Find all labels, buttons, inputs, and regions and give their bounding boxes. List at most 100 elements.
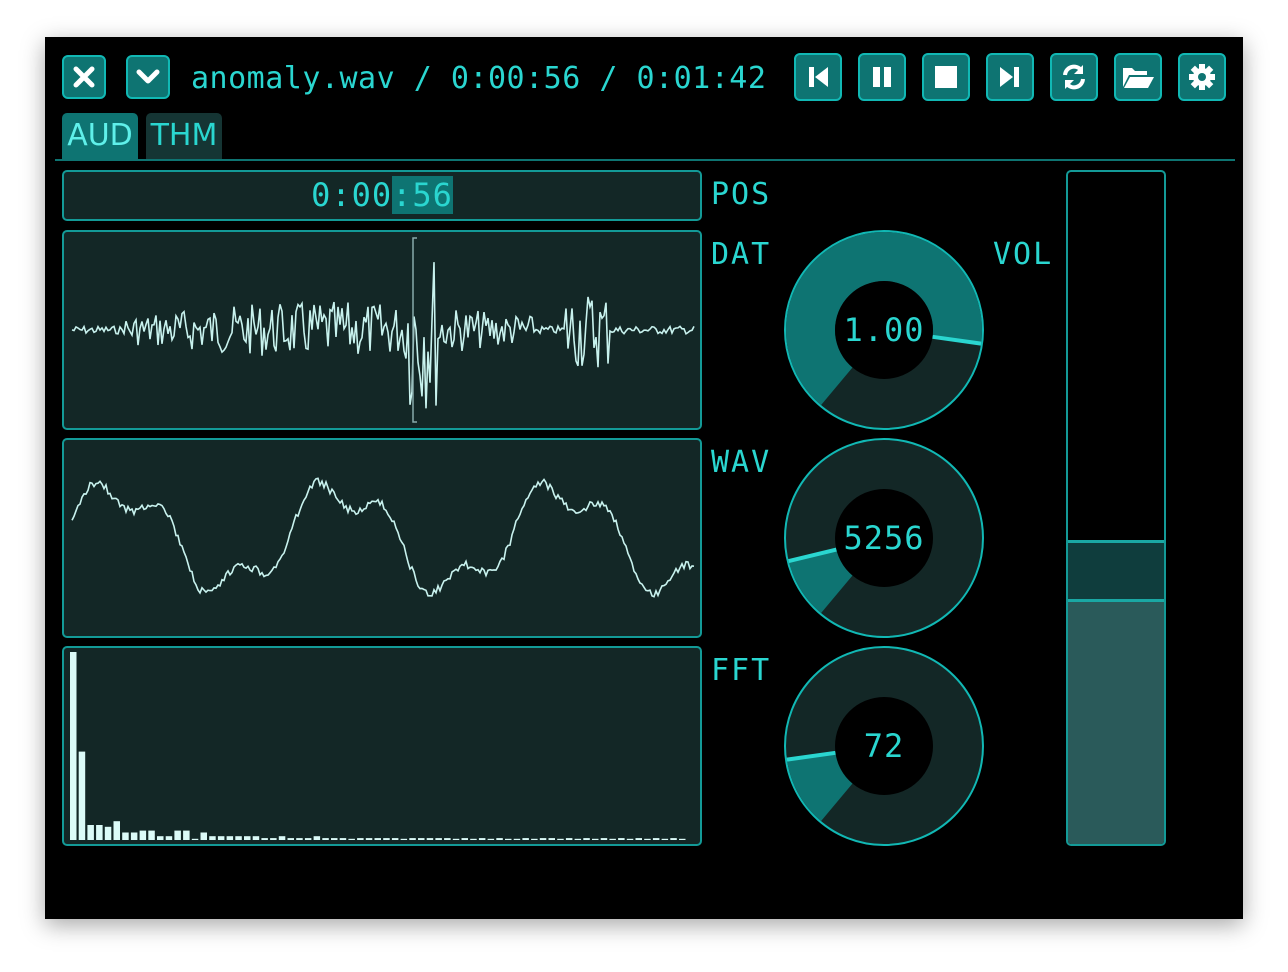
fft-bar bbox=[313, 836, 321, 840]
fft-bar bbox=[296, 838, 303, 840]
dat-panel[interactable] bbox=[62, 230, 702, 430]
fft-bar bbox=[383, 838, 390, 840]
fft-bar bbox=[496, 838, 503, 840]
fft-bar bbox=[661, 838, 669, 840]
fft-bar bbox=[539, 838, 547, 840]
position-cursor: 56 bbox=[412, 176, 453, 214]
pause-icon bbox=[873, 67, 891, 87]
fft-bar bbox=[618, 838, 625, 840]
volume-slider-handle[interactable] bbox=[1068, 540, 1164, 603]
fft-value: 72 bbox=[863, 727, 905, 765]
fft-bar bbox=[400, 838, 408, 840]
fft-bar bbox=[592, 838, 599, 840]
skip-forward-icon bbox=[1000, 67, 1019, 87]
stop-icon bbox=[935, 66, 957, 88]
volume-slider[interactable] bbox=[1066, 170, 1166, 846]
vol-value: 1.00 bbox=[843, 311, 925, 349]
fft-bar bbox=[200, 832, 207, 840]
fft-bar bbox=[565, 838, 573, 840]
knob-pointer bbox=[788, 547, 837, 563]
fft-bar bbox=[270, 838, 277, 840]
wav-knob[interactable]: 5256 bbox=[782, 436, 986, 640]
fft-bar bbox=[348, 838, 355, 840]
knob-center bbox=[835, 281, 933, 379]
open-folder-button[interactable] bbox=[1114, 53, 1162, 101]
fft-bar bbox=[461, 838, 468, 840]
fft-bar bbox=[391, 838, 399, 840]
fft-bar bbox=[435, 838, 442, 840]
fft-knob[interactable]: 72 bbox=[782, 644, 986, 848]
fft-bar bbox=[183, 830, 190, 840]
fft-bar bbox=[226, 836, 234, 840]
fft-spectrum bbox=[70, 652, 686, 840]
gear-icon bbox=[1189, 64, 1215, 90]
knob-center bbox=[835, 489, 933, 587]
wav-trace bbox=[71, 477, 695, 598]
fft-bar bbox=[209, 836, 216, 840]
dat-label: DAT bbox=[711, 237, 772, 272]
fft-knob-dial bbox=[784, 646, 984, 846]
fft-bar bbox=[426, 838, 434, 840]
wav-knob-dial bbox=[784, 438, 984, 638]
fft-bar bbox=[261, 838, 268, 840]
refresh-icon bbox=[1063, 64, 1085, 90]
fft-bar bbox=[583, 838, 590, 840]
volume-slider-fill bbox=[1068, 602, 1164, 844]
fft-bar bbox=[470, 838, 477, 840]
dat-waveform bbox=[71, 237, 695, 423]
fft-bar bbox=[174, 830, 181, 840]
vol-label: VOL bbox=[993, 237, 1054, 272]
chevron-down-icon bbox=[136, 69, 160, 84]
fft-bar bbox=[505, 838, 512, 840]
close-icon bbox=[73, 66, 95, 88]
skip-forward-button[interactable] bbox=[986, 53, 1034, 101]
fft-label: FFT bbox=[711, 653, 772, 688]
knob-value-arc bbox=[786, 752, 853, 822]
tab-aud[interactable]: AUD bbox=[62, 113, 138, 159]
fft-bar bbox=[70, 652, 77, 840]
vol-knob[interactable]: 1.00 bbox=[782, 228, 986, 432]
refresh-button[interactable] bbox=[1050, 53, 1098, 101]
wav-waveform bbox=[71, 477, 695, 598]
fft-bar bbox=[452, 838, 460, 840]
fft-bar bbox=[104, 826, 112, 840]
fft-bar bbox=[487, 838, 495, 840]
fft-bar bbox=[478, 838, 486, 840]
fft-bar bbox=[157, 836, 164, 840]
knob-pointer bbox=[932, 334, 982, 346]
fft-bar bbox=[339, 838, 347, 840]
pause-button[interactable] bbox=[858, 53, 906, 101]
fft-bar bbox=[331, 838, 338, 840]
knob-value-arc bbox=[788, 549, 853, 614]
knob-center bbox=[835, 697, 933, 795]
wav-value: 5256 bbox=[843, 519, 925, 557]
close-button[interactable] bbox=[62, 55, 106, 99]
stop-button[interactable] bbox=[922, 53, 970, 101]
dropdown-button[interactable] bbox=[126, 55, 170, 99]
vol-knob-dial bbox=[784, 230, 984, 430]
wav-panel[interactable] bbox=[62, 438, 702, 638]
pos-label: POS bbox=[711, 177, 772, 212]
fft-bar bbox=[652, 838, 660, 840]
fft-bar bbox=[130, 832, 138, 840]
fft-panel[interactable] bbox=[62, 646, 702, 846]
fft-bar bbox=[522, 838, 529, 840]
fft-bar bbox=[278, 836, 286, 840]
fft-bar bbox=[513, 838, 521, 840]
fft-bar bbox=[365, 838, 373, 840]
knob-pointer bbox=[786, 750, 836, 762]
fft-bar bbox=[670, 838, 677, 840]
file-title: anomaly.wav / 0:00:56 / 0:01:42 bbox=[191, 61, 767, 96]
playhead-marker bbox=[412, 237, 417, 423]
skip-back-button[interactable] bbox=[794, 53, 842, 101]
tab-thm[interactable]: THM bbox=[146, 113, 222, 159]
fft-bar bbox=[322, 838, 329, 840]
fft-bar bbox=[548, 838, 555, 840]
fft-bar bbox=[235, 836, 242, 840]
fft-bar bbox=[287, 838, 294, 840]
fft-bar bbox=[252, 836, 260, 840]
folder-open-icon bbox=[1123, 68, 1154, 88]
settings-button[interactable] bbox=[1178, 53, 1226, 101]
fft-bar bbox=[626, 838, 634, 840]
position-display[interactable]: 0:00:56 bbox=[62, 170, 702, 221]
